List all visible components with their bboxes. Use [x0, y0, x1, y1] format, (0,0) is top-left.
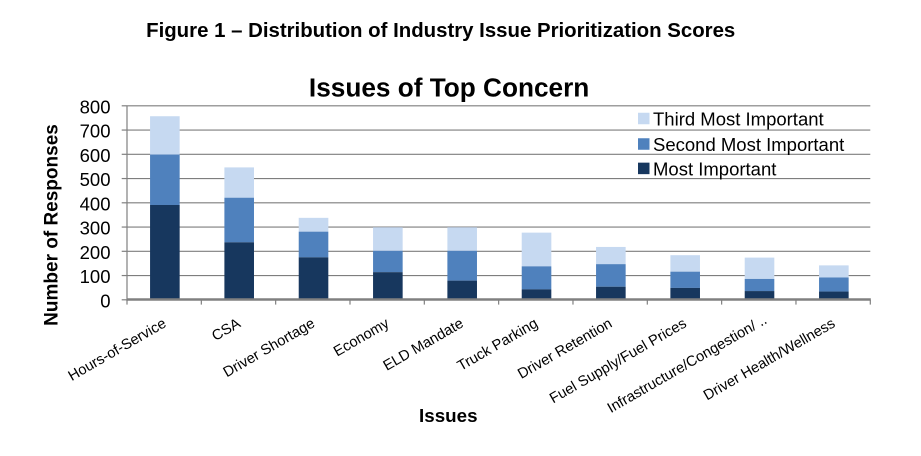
svg-text:Second Most Important: Second Most Important	[653, 134, 844, 155]
svg-text:Figure 1 – Distribution of Ind: Figure 1 – Distribution of Industry Issu…	[146, 20, 735, 42]
svg-text:Issues: Issues	[419, 405, 477, 426]
svg-text:Number of Responses: Number of Responses	[42, 124, 63, 326]
svg-text:Third Most Important: Third Most Important	[653, 109, 824, 130]
svg-text:400: 400	[80, 193, 111, 214]
svg-text:0: 0	[100, 290, 110, 311]
svg-text:200: 200	[80, 242, 111, 263]
svg-text:Issues of Top Concern: Issues of Top Concern	[309, 73, 589, 103]
svg-text:100: 100	[80, 266, 111, 287]
svg-text:300: 300	[80, 218, 111, 239]
svg-text:700: 700	[80, 121, 111, 142]
svg-text:500: 500	[80, 169, 111, 190]
svg-text:600: 600	[80, 145, 111, 166]
svg-text:800: 800	[80, 96, 111, 117]
svg-text:Most Important: Most Important	[653, 159, 776, 180]
